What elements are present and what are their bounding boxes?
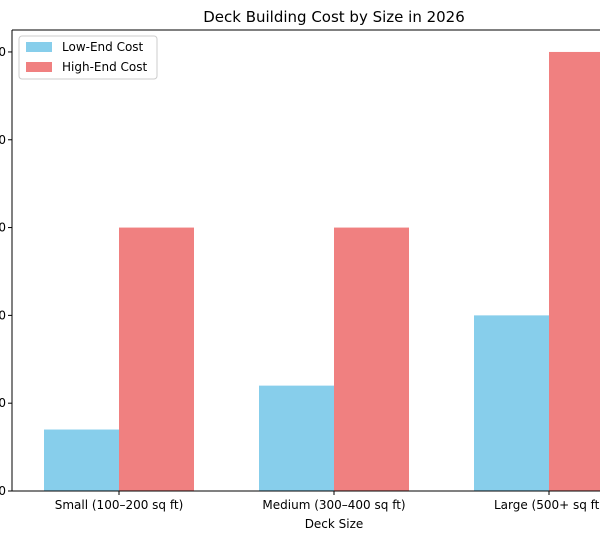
legend: Low-End Cost High-End Cost (18, 35, 158, 80)
y-tick-label: 0 (0, 308, 6, 322)
x-tick-label: Large (500+ sq ft) (494, 498, 600, 512)
legend-frame (18, 35, 158, 80)
y-tick-label: 0 (0, 484, 6, 498)
bars-group (44, 51, 600, 492)
y-tick-label: 0 (0, 396, 6, 410)
legend-label: Low-End Cost (62, 40, 144, 54)
bar-low-end-cost-0 (44, 429, 119, 491)
bar-low-end-cost-2 (474, 315, 549, 491)
legend-label: High-End Cost (62, 60, 148, 74)
bar-high-end-cost-1 (334, 227, 409, 492)
axes-group (11, 29, 600, 492)
legend-swatch (26, 62, 52, 72)
x-ticks-group: Small (100–200 sq ft) Medium (300–400 sq … (55, 491, 600, 512)
chart-title: Deck Building Cost by Size in 2026 (203, 8, 465, 26)
legend-swatch (26, 42, 52, 52)
x-axis-label: Deck Size (305, 517, 364, 531)
bar-low-end-cost-1 (259, 385, 334, 491)
x-tick-label: Small (100–200 sq ft) (55, 498, 184, 512)
y-tick-label: 0 (0, 133, 6, 147)
y-tick-label: 0 (0, 221, 6, 235)
y-tick-label: 0 (0, 45, 6, 59)
y-ticks-group: 0 0 0 0 0 0 (0, 45, 12, 498)
x-tick-label: Medium (300–400 sq ft) (262, 498, 405, 512)
bar-high-end-cost-2 (549, 51, 600, 491)
bar-high-end-cost-0 (119, 227, 194, 492)
